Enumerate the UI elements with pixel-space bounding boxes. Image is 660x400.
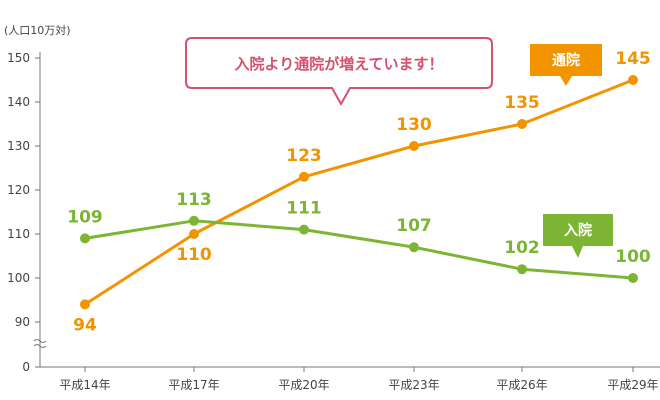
data-label: 100: [615, 247, 651, 267]
tag-shape: [530, 44, 602, 86]
x-tick-label: 平成26年: [496, 378, 547, 392]
series-points: [80, 75, 638, 310]
data-label: 94: [73, 315, 97, 335]
data-point: [409, 141, 419, 151]
callout-text: 入院より通院が増えています！: [235, 55, 444, 73]
axes: [33, 52, 660, 368]
series-line-outpatient: [84, 78, 634, 306]
data-point: [517, 119, 527, 129]
y-axis-unit-label: (人口10万対): [4, 23, 71, 37]
data-point: [80, 233, 90, 244]
x-tick-label: 平成17年: [168, 378, 219, 392]
data-point: [189, 229, 199, 239]
data-point: [409, 242, 419, 253]
data-label: 123: [286, 146, 322, 166]
x-tick-label: 平成23年: [388, 378, 439, 392]
data-point: [189, 215, 199, 226]
x-tick-label: 平成20年: [278, 378, 329, 392]
data-point: [517, 264, 527, 275]
data-label: 110: [176, 245, 212, 265]
y-tick-label: 150: [7, 51, 30, 65]
data-label: 107: [396, 216, 432, 236]
callout-shape: [185, 37, 493, 107]
series-lines: [84, 78, 634, 306]
data-label: 111: [286, 199, 322, 219]
y-tick-label: 90: [15, 315, 30, 329]
y-tick-label: 140: [7, 95, 30, 109]
data-label: 113: [176, 190, 212, 210]
y-tick-label: 100: [7, 271, 30, 285]
data-label: 109: [67, 207, 103, 227]
x-tick-label: 平成14年: [59, 378, 110, 392]
series-line-inpatient: [84, 219, 634, 280]
tag-shape: [543, 214, 613, 258]
legend-tag-outpatient: 通院: [530, 44, 602, 86]
data-labels: 94 110 123 130 135 145 109 113 111 107 102 100: [67, 49, 651, 335]
data-point: [299, 171, 309, 182]
x-tick-label: 平成29年: [607, 378, 658, 392]
x-axis-ticks: 平成14年 平成17年 平成20年 平成23年 平成26年 平成29年: [59, 367, 659, 392]
y-tick-label: 130: [7, 139, 30, 153]
data-label: 135: [504, 93, 540, 113]
data-label: 130: [396, 115, 432, 135]
callout-bubble: 入院より通院が増えています！: [185, 37, 493, 107]
data-label: 102: [504, 238, 540, 258]
y-axis-ticks: 0 90 100 110 120 130 140 150: [7, 51, 40, 374]
data-point: [628, 75, 638, 85]
y-tick-label: 0: [22, 360, 30, 374]
tag-label: 通院: [552, 52, 580, 69]
y-tick-label: 120: [7, 183, 30, 197]
data-point: [299, 224, 309, 235]
data-point: [80, 299, 90, 310]
legend-tag-inpatient: 入院: [543, 214, 613, 258]
axis-break-mark: [33, 339, 47, 348]
tag-label: 入院: [564, 222, 592, 239]
data-label: 145: [615, 49, 651, 69]
y-tick-label: 110: [7, 227, 30, 241]
data-point: [628, 273, 638, 283]
